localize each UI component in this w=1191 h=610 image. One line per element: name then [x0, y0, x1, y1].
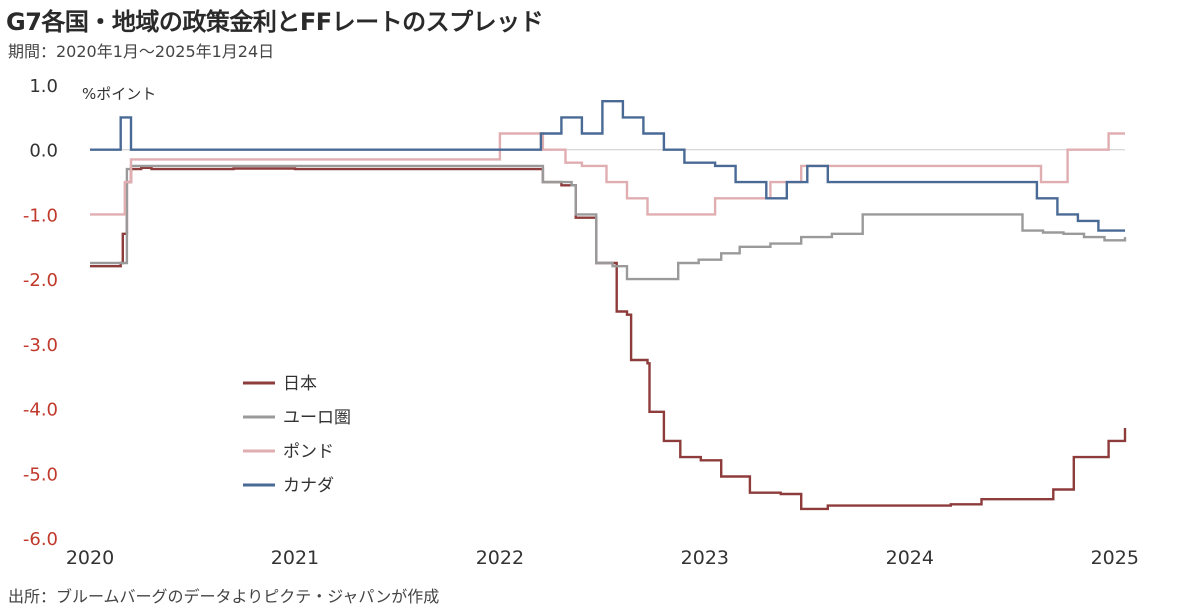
legend-label-2: ポンド — [283, 442, 334, 462]
x-tick-label: 2024 — [886, 547, 934, 569]
y-tick-label: -1.0 — [23, 205, 58, 226]
y-tick-label: 0.0 — [29, 141, 58, 162]
series-line-2 — [90, 132, 1125, 216]
y-axis-unit-label: %ポイント — [82, 85, 156, 103]
x-tick-label: 2020 — [66, 547, 114, 569]
x-tick-label: 2023 — [681, 547, 729, 569]
source-note: 出所：ブルームバーグのデータよりピクテ・ジャパンが作成 — [8, 587, 440, 606]
series-line-3 — [90, 100, 1125, 232]
y-tick-label: -5.0 — [23, 464, 58, 485]
y-tick-label: -3.0 — [23, 335, 58, 356]
x-tick-label: 2021 — [271, 547, 319, 569]
x-tick-label: 2025 — [1091, 547, 1139, 569]
legend-label-1: ユーロ圏 — [283, 408, 351, 428]
y-tick-label: -2.0 — [23, 270, 58, 291]
legend-label-0: 日本 — [283, 374, 317, 394]
line-chart: 1.0 0.0 -1.0 -2.0 -3.0 -4.0 -5.0 -6.0 %ポイント 2020 2… — [23, 76, 1139, 569]
chart-subtitle: 期間：2020年1月～2025年1月24日 — [8, 42, 275, 61]
y-tick-label: 1.0 — [29, 76, 58, 97]
chart-title: G7各国・地域の政策金利とFFレートのスプレッド — [6, 8, 544, 36]
x-tick-label: 2022 — [476, 547, 524, 569]
y-tick-label: -6.0 — [23, 529, 58, 550]
series-line-1 — [90, 164, 1127, 281]
series-line-0 — [90, 166, 1127, 511]
y-tick-label: -4.0 — [23, 400, 58, 421]
legend-label-3: カナダ — [283, 476, 334, 496]
